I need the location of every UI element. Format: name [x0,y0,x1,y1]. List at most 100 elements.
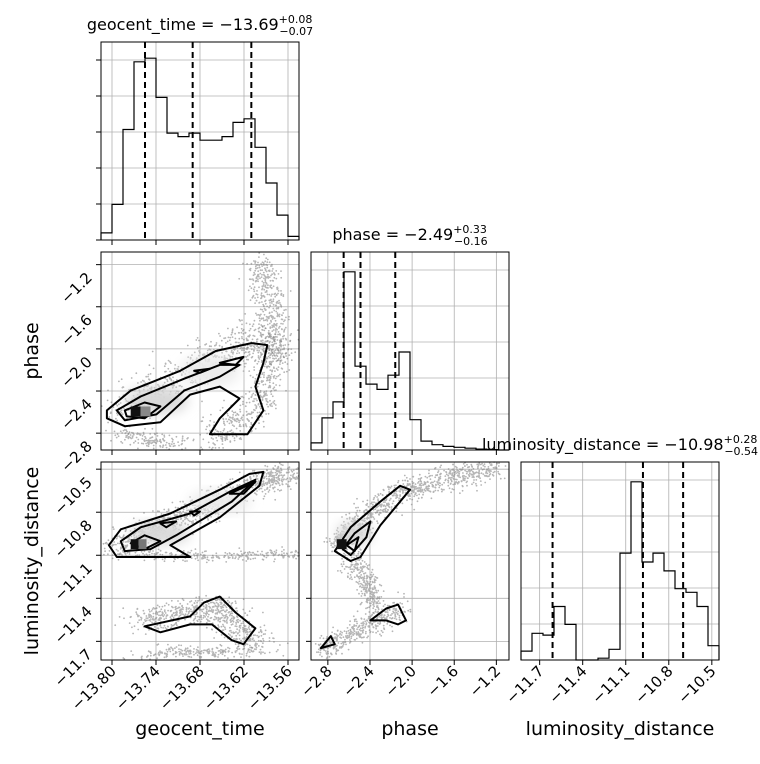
sample-point [263,372,265,374]
sample-point [285,327,287,329]
sample-point [242,263,244,265]
sample-point [279,462,281,464]
sample-point [447,475,449,477]
sample-point [282,353,284,355]
sample-point [232,418,234,420]
sample-point [252,339,254,341]
sample-point [478,471,480,473]
sample-point [196,554,198,556]
sample-point [280,352,282,354]
sample-point [189,650,191,652]
sample-point [235,643,237,645]
sample-point [145,617,147,619]
sample-point [282,345,284,347]
sample-point [227,556,229,558]
sample-point [496,467,498,469]
sample-point [276,651,278,653]
sample-point [226,553,228,555]
sample-point [272,360,274,362]
sample-point [250,328,252,330]
sample-point [256,643,258,645]
sample-point [266,469,268,471]
sample-point [471,465,473,467]
sample-point [150,655,152,657]
sample-point [378,600,380,602]
sample-point [369,591,371,593]
sample-point [273,403,275,405]
sample-point [184,653,186,655]
sample-point [182,511,184,513]
sample-point [395,484,397,486]
sample-point [402,480,404,482]
sample-point [167,610,169,612]
sample-point [272,484,274,486]
sample-point [263,282,265,284]
sample-point [273,638,275,640]
sample-point [118,559,120,561]
sample-point [229,356,231,358]
sample-point [266,377,268,379]
sample-point [149,417,151,419]
sample-point [154,626,156,628]
sample-point [208,559,210,561]
sample-point [421,490,423,492]
sample-point [372,589,374,591]
sample-point [198,619,200,621]
sample-point [290,552,292,554]
sample-point [272,488,274,490]
sample-point [188,653,190,655]
sample-point [227,657,229,659]
sample-point [265,630,267,632]
sample-point [216,632,218,634]
sample-point [248,627,250,629]
sample-point [275,357,277,359]
sample-point [270,480,272,482]
sample-point [172,441,174,443]
sample-point [157,441,159,443]
sample-point [372,569,374,571]
sample-point [263,426,265,428]
sample-point [428,473,430,475]
sample-point [127,438,129,440]
sample-point [160,608,162,610]
sample-point [215,652,217,654]
sample-point [236,638,238,640]
sample-point [428,488,430,490]
sample-point [107,400,109,402]
sample-point [426,477,428,479]
sample-point [370,584,372,586]
sample-point [213,637,215,639]
sample-point [459,471,461,473]
sample-point [367,516,369,518]
sample-point [249,330,251,332]
sample-point [440,465,442,467]
sample-point [208,606,210,608]
sample-point [235,602,237,604]
sample-point [230,619,232,621]
sample-point [232,486,234,488]
sample-point [437,482,439,484]
sample-point [294,554,296,556]
sample-point [396,495,398,497]
sample-point [213,619,215,621]
sample-point [216,618,218,620]
sample-point [110,440,112,442]
sample-point [123,534,125,536]
sample-point [172,387,174,389]
sample-point [358,578,360,580]
sample-point [243,631,245,633]
sample-point [186,507,188,509]
sample-point [200,621,202,623]
sample-point [190,656,192,658]
sample-point [453,476,455,478]
sample-point [143,610,145,612]
sample-point [257,278,259,280]
sample-point [246,418,248,420]
sample-point [232,416,234,418]
sample-point [220,436,222,438]
sample-point [263,633,265,635]
sample-point [153,655,155,657]
sample-point [227,341,229,343]
sample-point [290,348,292,350]
sample-point [249,354,251,356]
